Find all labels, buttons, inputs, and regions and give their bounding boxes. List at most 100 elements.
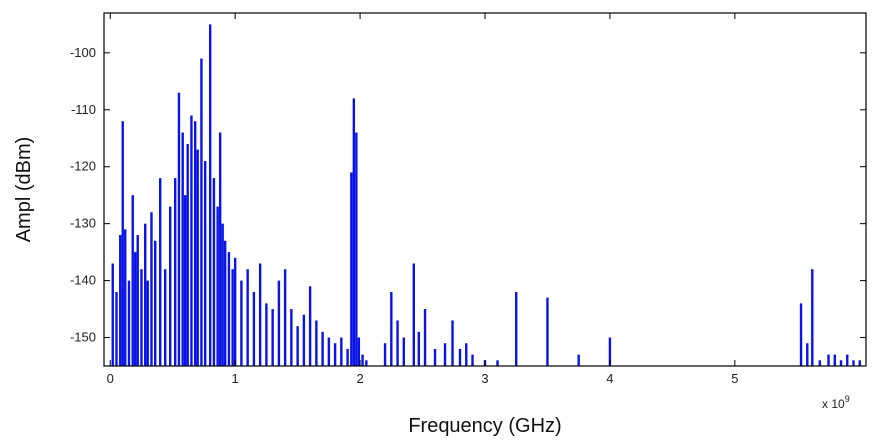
spectrum-bar <box>357 337 361 366</box>
spectrum-bar <box>277 280 281 366</box>
spectrum-bar <box>515 291 518 366</box>
y-tick-label: -120 <box>70 159 96 174</box>
spectrum-bar <box>186 143 189 366</box>
x-axis-title: Frequency (GHz) <box>408 415 561 437</box>
spectrum-bar <box>308 286 312 366</box>
spectrum-bar <box>799 303 803 366</box>
spectrum-bar <box>433 348 437 366</box>
spectrum-bar <box>818 360 821 366</box>
spectrum-bar <box>340 337 343 366</box>
y-tick-label: -100 <box>70 45 96 60</box>
spectrum-bar <box>240 280 243 366</box>
x-tick-label: 0 <box>107 371 114 386</box>
spectrum-bar <box>146 280 149 366</box>
spectrum-bar <box>265 303 268 366</box>
spectrum-bar <box>361 354 364 366</box>
series-bars <box>111 24 861 367</box>
spectrum-bar <box>321 331 324 366</box>
x-tick-label: 1 <box>232 371 239 386</box>
x-tick-label: 2 <box>356 371 363 386</box>
spectrum-bar <box>302 314 306 366</box>
x-axis-exponent: x 109 <box>822 394 850 411</box>
spectrum-bar <box>806 343 809 366</box>
spectrum-bar <box>283 269 287 366</box>
spectrum-bar <box>154 240 157 366</box>
spectrum-bar <box>355 132 358 366</box>
spectrum-bar <box>121 121 124 366</box>
spectrum-bar <box>193 121 197 366</box>
spectrum-bar <box>852 360 855 366</box>
spectrum-bar <box>346 348 349 366</box>
spectrum-bar <box>111 263 114 366</box>
spectrum-bar <box>296 326 299 366</box>
x-tick-label: 4 <box>606 371 613 386</box>
x-tick-label: 3 <box>481 371 488 386</box>
spectrum-bar <box>231 269 234 366</box>
spectrum-bar <box>223 240 227 366</box>
spectrum-bar <box>144 223 147 366</box>
spectrum-bar <box>383 343 387 366</box>
spectrum-bar <box>396 320 399 366</box>
spectrum-bar <box>200 58 203 366</box>
y-tick-label: -140 <box>70 273 96 288</box>
spectrum-bar <box>327 337 331 366</box>
spectrum-bar <box>412 263 415 366</box>
spectrum-bar <box>423 309 427 366</box>
spectrum-bar <box>127 280 131 366</box>
spectrum-bar <box>417 331 420 366</box>
spectrum-bar <box>164 269 167 366</box>
spectrum-bar <box>134 252 137 366</box>
spectrum-bar <box>136 235 139 366</box>
spectrum-bar <box>181 132 184 366</box>
spectrum-bar <box>203 161 207 366</box>
y-tick-label: -110 <box>71 102 96 117</box>
y-axis-title: Ampl (dBm) <box>13 137 35 243</box>
spectrum-bar <box>451 320 454 366</box>
spectrum-bar <box>216 206 219 366</box>
spectrum-bar <box>365 360 368 366</box>
spectrum-bar <box>252 291 256 366</box>
spectrum-bar <box>846 354 849 366</box>
x-axis-exponent-power: 9 <box>845 394 850 404</box>
spectrum-bar <box>290 309 293 366</box>
axis-ticks: 0 1 2 3 4 5 -100 -110 -120 -130 -140 -150 <box>70 13 866 386</box>
spectrum-bar <box>221 223 224 366</box>
spectrum-bar <box>608 337 612 366</box>
spectrum-bar <box>271 309 274 366</box>
spectrum-bar <box>546 297 549 366</box>
spectrum-bar <box>150 212 153 366</box>
spectrum-bar <box>402 337 406 366</box>
spectrum-bar <box>159 178 162 366</box>
spectrum-bar <box>190 115 193 366</box>
spectrum-bar <box>124 229 127 366</box>
spectrum-bar <box>119 235 122 366</box>
spectrum-bar <box>350 172 353 366</box>
spectrum-bar <box>458 348 462 366</box>
spectrum-bar <box>196 149 199 366</box>
spectrum-bar <box>140 269 143 366</box>
spectrum-bar <box>177 92 181 366</box>
spectrum-bar <box>183 195 187 366</box>
spectrum-bar <box>208 24 212 367</box>
spectrum-bar <box>858 360 861 366</box>
spectrum-bar <box>496 360 499 366</box>
spectrum-bar <box>233 257 237 366</box>
spectrum-bar <box>227 252 231 366</box>
spectrum-bar <box>333 343 337 366</box>
spectrum-bar <box>315 320 318 366</box>
spectrum-bar <box>218 132 222 366</box>
spectrum-bar <box>246 269 249 366</box>
spectrum-bar <box>443 343 447 366</box>
spectrum-bar <box>174 178 177 366</box>
y-tick-label: -150 <box>70 330 96 345</box>
spectrum-bar <box>833 354 836 366</box>
spectrum-bar <box>131 195 134 366</box>
spectrum-bar <box>115 291 118 366</box>
spectrum-bar <box>577 354 580 366</box>
spectrum-bar <box>839 360 843 366</box>
spectrum-bar <box>169 206 172 366</box>
spectrum-bar <box>352 98 356 366</box>
spectrum-bar <box>471 354 474 366</box>
x-axis-exponent-base: x 10 <box>822 397 845 411</box>
